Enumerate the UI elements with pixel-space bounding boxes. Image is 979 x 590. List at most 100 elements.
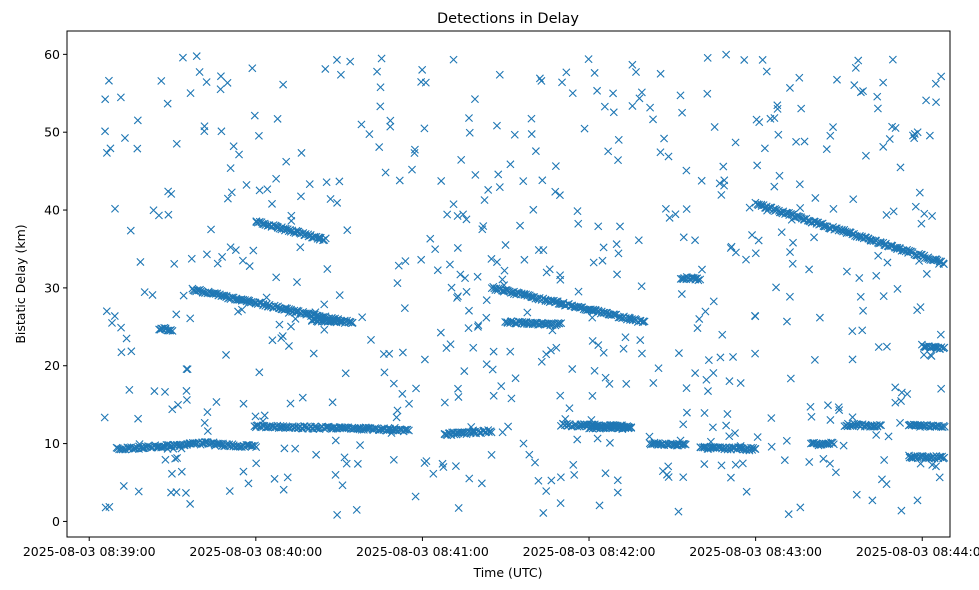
data-point <box>815 313 824 322</box>
data-point <box>796 503 805 512</box>
data-point <box>196 440 205 449</box>
data-point <box>854 56 863 65</box>
data-point <box>420 124 429 133</box>
data-point <box>715 179 724 188</box>
data-point <box>489 347 498 356</box>
data-point <box>453 293 462 302</box>
data-point <box>108 318 116 327</box>
data-point <box>858 326 867 335</box>
data-point <box>172 139 181 148</box>
data-point <box>751 444 760 453</box>
data-point <box>839 441 848 450</box>
data-point <box>573 207 582 216</box>
data-point <box>116 93 125 102</box>
data-point <box>357 120 366 129</box>
data-point <box>461 274 470 283</box>
data-point <box>722 421 731 430</box>
data-point <box>400 304 409 313</box>
data-point <box>614 135 623 144</box>
data-point <box>273 114 282 123</box>
data-point <box>767 442 776 451</box>
data-point <box>216 72 225 81</box>
data-point <box>609 89 618 98</box>
plot-area <box>66 30 951 538</box>
data-point <box>604 147 613 156</box>
data-point <box>336 70 345 79</box>
data-point <box>203 427 212 436</box>
data-point <box>829 440 838 449</box>
data-point <box>556 499 565 508</box>
data-point <box>701 307 710 316</box>
data-point <box>649 379 658 387</box>
data-point <box>935 473 944 482</box>
data-point <box>939 260 948 269</box>
data-point <box>182 365 191 374</box>
data-point <box>851 63 860 72</box>
data-point <box>182 386 191 395</box>
data-point <box>718 330 727 339</box>
data-point <box>270 474 279 483</box>
data-point <box>832 75 841 84</box>
data-point <box>431 245 440 254</box>
data-point <box>380 368 389 377</box>
data-point <box>440 398 449 407</box>
data-point <box>117 323 126 332</box>
data-point <box>134 414 143 423</box>
data-point <box>882 342 891 351</box>
data-point <box>880 456 889 464</box>
data-point <box>507 317 516 326</box>
data-point <box>376 83 385 92</box>
data-point <box>507 394 516 403</box>
data-point <box>255 186 264 195</box>
data-point <box>742 487 751 496</box>
data-point <box>574 287 583 296</box>
data-point <box>760 144 769 153</box>
data-point <box>811 193 820 202</box>
data-point <box>619 344 628 353</box>
data-point <box>869 236 878 245</box>
data-point <box>348 318 357 327</box>
data-point <box>716 353 725 362</box>
data-point <box>186 314 195 323</box>
data-point <box>119 481 128 490</box>
data-point <box>220 292 229 301</box>
data-point <box>547 476 556 485</box>
data-point <box>788 259 797 268</box>
data-point <box>445 260 454 269</box>
data-point <box>624 423 633 432</box>
data-point <box>621 333 630 342</box>
data-point <box>477 479 486 488</box>
data-point <box>542 350 551 359</box>
data-point <box>767 414 776 423</box>
data-point <box>877 421 886 430</box>
data-point <box>453 212 462 220</box>
data-point <box>389 455 398 464</box>
data-point <box>674 507 683 516</box>
data-point <box>102 148 111 157</box>
data-point <box>213 289 222 298</box>
data-point <box>226 164 235 173</box>
data-point <box>874 251 883 260</box>
data-point <box>795 73 804 82</box>
data-point <box>523 308 532 317</box>
data-point <box>691 236 700 245</box>
data-point <box>613 488 622 497</box>
data-point <box>181 488 190 497</box>
y-tick-label: 60 <box>44 47 60 62</box>
data-point <box>704 356 713 365</box>
data-point <box>412 384 421 393</box>
data-point <box>487 428 496 437</box>
data-point <box>495 70 504 79</box>
data-point <box>234 307 243 316</box>
data-point <box>628 101 637 110</box>
data-point <box>542 268 551 277</box>
data-point <box>786 374 795 383</box>
data-point <box>889 207 898 216</box>
data-point <box>731 460 740 469</box>
data-point <box>882 210 891 219</box>
data-point <box>239 467 248 476</box>
data-point <box>239 399 248 408</box>
data-point <box>494 284 503 293</box>
data-point <box>309 349 318 358</box>
data-point <box>438 459 447 468</box>
